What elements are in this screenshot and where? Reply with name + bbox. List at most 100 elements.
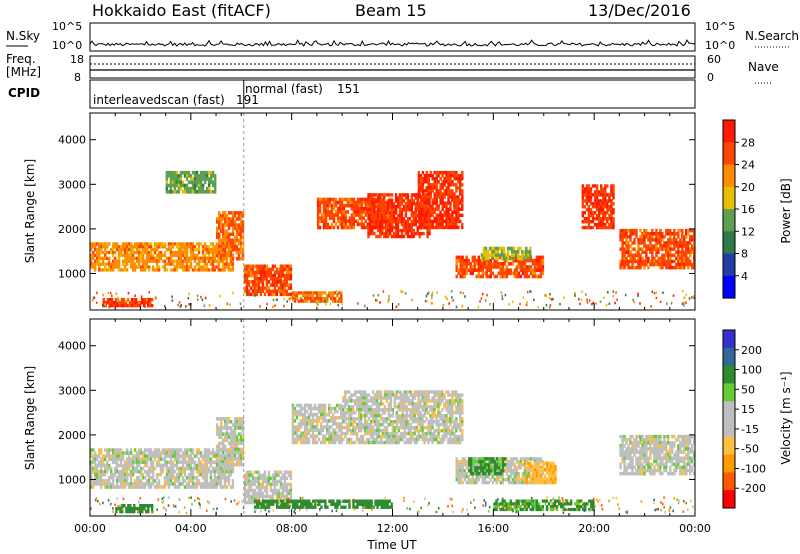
velocity-cell-0 <box>92 457 95 461</box>
velocity-cell-0 <box>171 476 175 480</box>
power-cell-10 <box>661 235 664 239</box>
velocity-cell-0 <box>110 485 113 489</box>
velocity-cell-0 <box>189 454 193 458</box>
velocity-cell-3 <box>311 428 315 432</box>
velocity-cell-2 <box>247 476 251 480</box>
power-cell-0 <box>139 242 143 246</box>
velocity-cell-0 <box>229 466 233 471</box>
power-cell-4 <box>326 210 330 214</box>
velocity-cell-3 <box>301 440 305 445</box>
velocity-cell-4 <box>369 408 373 412</box>
velocity-cell-2 <box>279 494 283 499</box>
velocity-cell-4 <box>354 431 357 436</box>
power-cell-3 <box>317 296 321 301</box>
power-cell-0 <box>110 262 113 266</box>
power-cell-6 <box>437 192 440 196</box>
velocity-cell-0 <box>199 454 203 458</box>
power-cell-4 <box>322 207 326 211</box>
power-cell-5 <box>416 228 419 233</box>
velocity-cell-0 <box>117 448 121 452</box>
power-cell-2 <box>243 264 247 268</box>
velocity-cell-1 <box>231 441 235 446</box>
power-cell-10 <box>645 228 648 233</box>
velocity-cell-4 <box>350 431 353 436</box>
power-cell-9 <box>610 222 613 227</box>
power-cell-7 <box>487 265 490 269</box>
power-cell-1 <box>241 257 245 261</box>
velocity-cell-1 <box>237 456 241 461</box>
velocity-cell-1 <box>241 435 245 439</box>
velocity-cell-4 <box>373 417 377 421</box>
power-cell-4 <box>330 210 334 214</box>
power-cell-1 <box>216 244 219 249</box>
power-cell-1 <box>231 220 235 224</box>
velocity-cell-2 <box>283 488 287 493</box>
power-cell-0 <box>137 259 141 263</box>
velocity-cell-0 <box>92 482 95 486</box>
velocity-cell-0 <box>189 466 193 471</box>
power-cell-3 <box>303 299 307 303</box>
power-cell-0 <box>92 242 95 246</box>
power-cell-1 <box>237 229 241 233</box>
velocity-cell-0 <box>207 457 211 461</box>
power-cell-5 <box>383 220 386 224</box>
power-cell-2 <box>249 292 253 297</box>
velocity-cell-3 <box>336 403 339 408</box>
power-cell-2 <box>287 286 291 290</box>
power-cell-7 <box>483 258 486 263</box>
power-cell-4 <box>350 197 354 202</box>
velocity-cell-0 <box>205 466 209 471</box>
velocity-cell-2 <box>253 488 257 493</box>
velocity-cell-4 <box>350 423 353 427</box>
power-cell-0 <box>102 242 105 246</box>
power-scatter <box>504 293 507 297</box>
power-scatter <box>316 293 319 297</box>
power-cell-7 <box>515 265 519 269</box>
nave-label: Nave <box>748 60 779 74</box>
power-cell-5 <box>369 211 372 215</box>
velocity-cell-4 <box>377 390 381 394</box>
power-cell-5 <box>371 225 374 230</box>
velocity-cell-0 <box>112 460 115 465</box>
power-cell-7 <box>477 258 480 263</box>
power-cell-10 <box>685 235 688 239</box>
velocity-cell-4 <box>365 420 369 424</box>
velocity-cell-0 <box>201 463 205 468</box>
power-cell-8 <box>494 253 498 258</box>
power-cell-7 <box>505 258 509 263</box>
power-cell-8 <box>484 253 488 258</box>
power-cell-7 <box>523 258 527 263</box>
velocity-cell-3 <box>332 422 335 426</box>
velocity-cell-1 <box>229 432 233 436</box>
power-cell-6 <box>445 192 448 196</box>
velocity-cell-0 <box>131 485 135 489</box>
power-cell-9 <box>581 211 584 215</box>
power-cell-6 <box>435 186 438 190</box>
power-cell-0 <box>209 256 213 260</box>
velocity-cell-4 <box>369 405 373 409</box>
power-cell-12 <box>165 186 168 191</box>
power-cell-0 <box>102 245 105 249</box>
power-cell-10 <box>641 247 644 251</box>
power-cell-10 <box>639 235 642 239</box>
power-cell-5 <box>373 199 376 203</box>
power-cell-5 <box>398 208 402 212</box>
power-cell-10 <box>621 265 624 270</box>
power-cell-5 <box>396 196 400 200</box>
velocity-cell-0 <box>185 454 189 458</box>
velocity-cell-0 <box>199 460 203 465</box>
power-cell-3 <box>301 299 305 303</box>
power-cell-9 <box>604 205 607 209</box>
power-cell-4 <box>346 219 350 223</box>
power-cell-4 <box>384 213 387 217</box>
power-cell-9 <box>612 187 615 191</box>
power-cell-7 <box>519 258 523 263</box>
velocity-cell-4 <box>377 434 381 439</box>
power-cell-10 <box>675 232 678 236</box>
power-cell-4 <box>332 200 336 205</box>
power-cell-7 <box>465 258 468 263</box>
power-cell-0 <box>149 248 153 252</box>
power-cell-6 <box>455 201 458 205</box>
velocity-cell-4 <box>352 440 355 445</box>
power-cell-4 <box>322 216 326 220</box>
